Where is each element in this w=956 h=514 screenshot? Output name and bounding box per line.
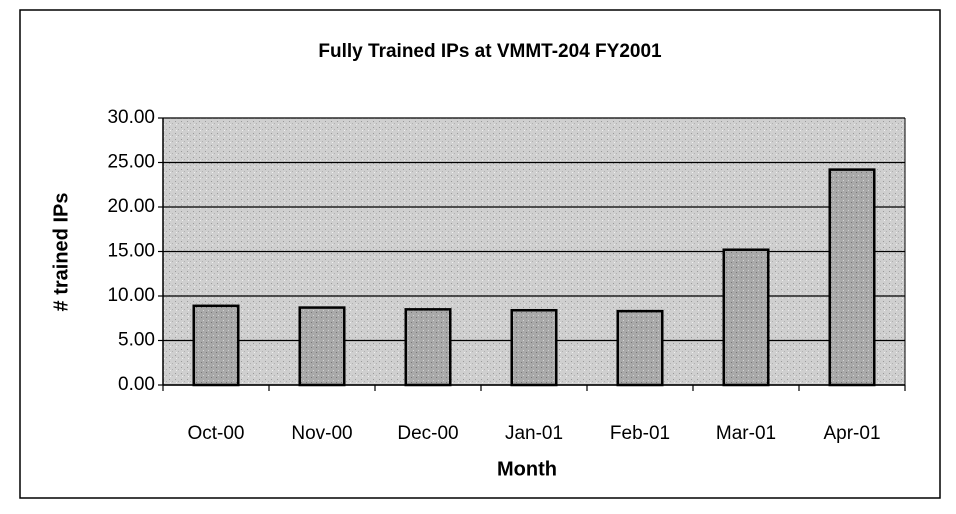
x-tick-label: Oct-00: [187, 423, 244, 444]
y-tick-label: 5.00: [118, 330, 155, 351]
y-axis-title: # trained IPs: [50, 193, 72, 312]
y-tick-label: 25.00: [107, 152, 155, 173]
x-tick-label: Nov-00: [291, 423, 352, 444]
x-axis-title: Month: [497, 458, 557, 480]
x-tick-label: Dec-00: [397, 423, 458, 444]
bar: [298, 306, 346, 387]
y-tick-label: 0.00: [118, 374, 155, 395]
y-tick-label: 15.00: [107, 241, 155, 262]
x-tick-label: Jan-01: [505, 423, 563, 444]
bar: [510, 308, 558, 387]
y-tick-label: 20.00: [107, 196, 155, 217]
chart-title: Fully Trained IPs at VMMT-204 FY2001: [318, 41, 662, 62]
y-tick-label: 30.00: [107, 107, 155, 128]
y-tick-label: 10.00: [107, 285, 155, 306]
bar: [828, 168, 876, 387]
bar: [404, 308, 452, 387]
bar: [616, 309, 664, 387]
bar: [722, 248, 770, 387]
x-tick-label: Mar-01: [716, 423, 776, 444]
x-tick-label: Apr-01: [823, 423, 880, 444]
bar: [192, 304, 240, 387]
x-tick-label: Feb-01: [610, 423, 670, 444]
